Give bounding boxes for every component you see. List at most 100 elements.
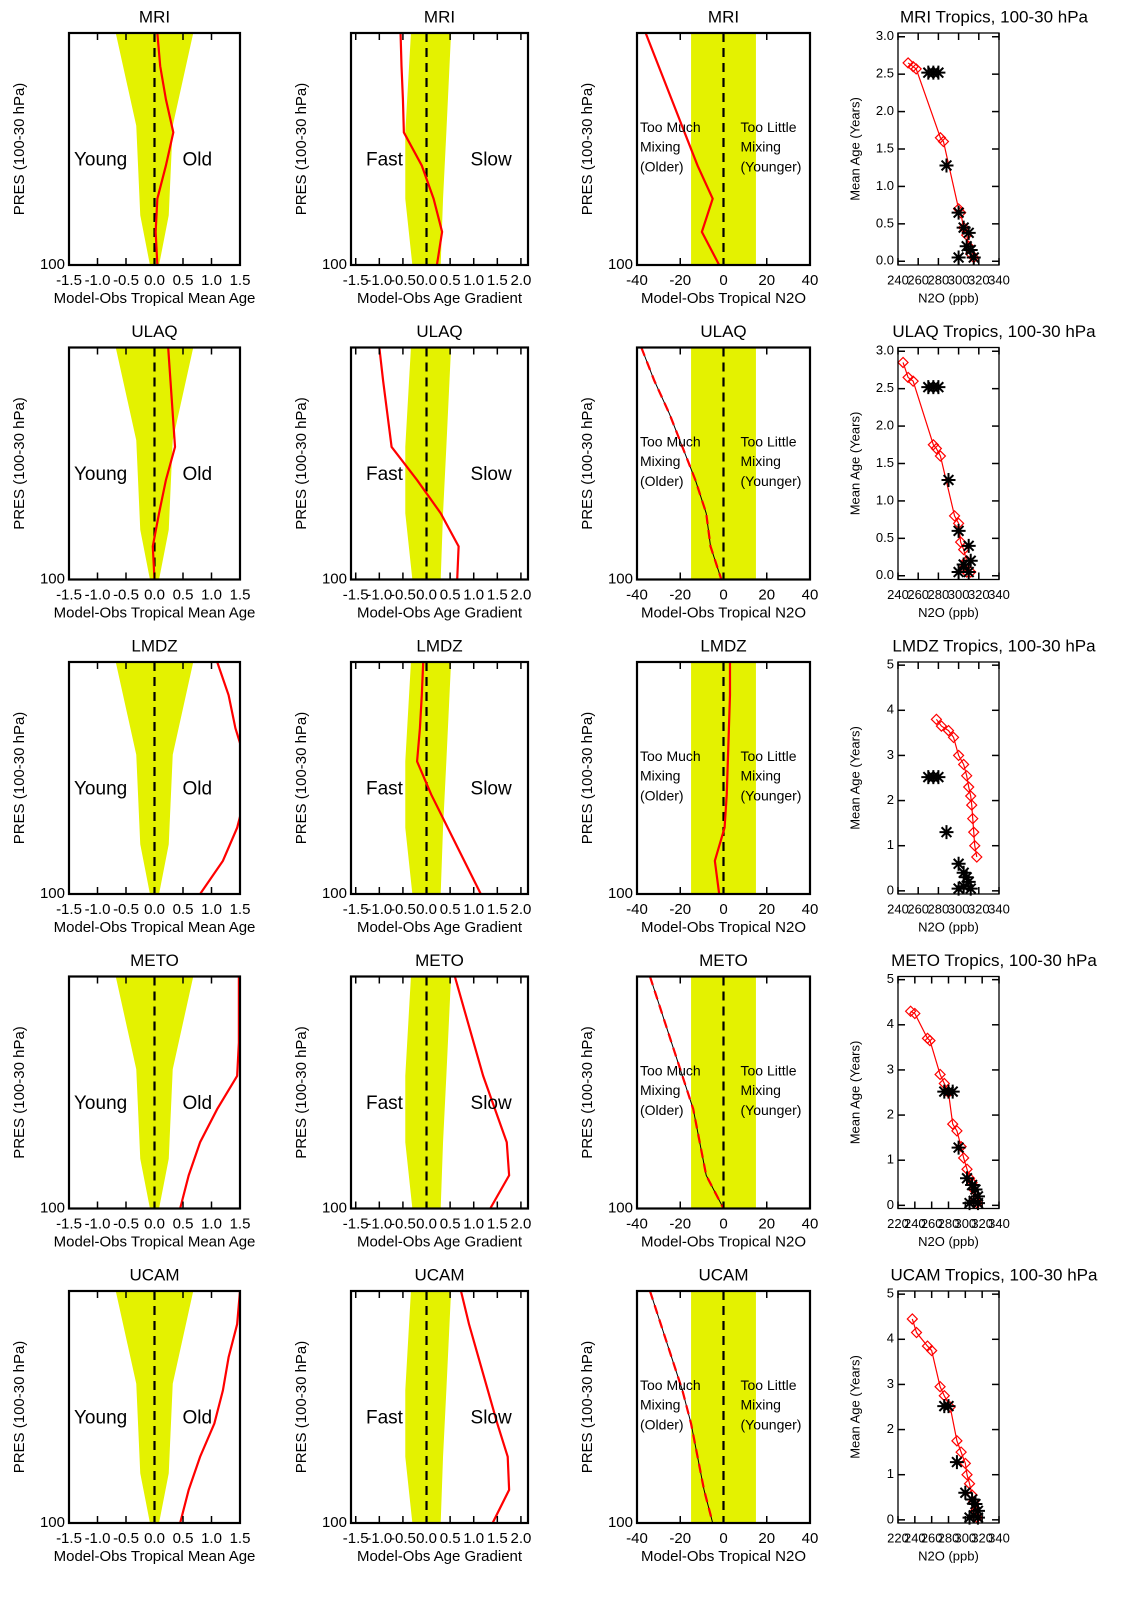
x-tick-label: 0	[719, 272, 727, 289]
panel: UCAM Tropics, 100-30 hPa N2O (ppb) Mean Ag…	[847, 1265, 1098, 1563]
asterisk-marker	[961, 538, 976, 553]
diamond-marker	[924, 1034, 936, 1047]
x-tick-label: -1.0	[366, 1215, 392, 1232]
annotation: (Younger)	[741, 1416, 802, 1432]
y-tick-label: 100	[322, 885, 347, 902]
plot-area	[378, 347, 460, 580]
panel-title: ULAQ	[416, 322, 462, 341]
annotation: Old	[183, 1408, 213, 1429]
plot-frame	[349, 346, 530, 581]
asterisk-marker	[961, 565, 976, 580]
annotation: (Younger)	[741, 158, 802, 174]
x-tick-label: -0.5	[390, 1530, 416, 1547]
x-axis-label: Model-Obs Age Gradient	[357, 919, 523, 936]
x-tick-label: 340	[988, 587, 1010, 602]
y-tick-label: 100	[322, 570, 347, 587]
panel: METO Model-Obs Age Gradient PRES (100-30 h…	[293, 951, 531, 1250]
panel-title: UCAM	[129, 1265, 179, 1284]
y-tick-label: 100	[608, 885, 633, 902]
panel-title: ULAQ	[700, 322, 746, 341]
x-tick-label: 2.0	[510, 272, 531, 289]
annotation: Too Little	[741, 119, 797, 135]
x-tick-label: 0	[719, 1530, 727, 1547]
diamond-marker	[946, 1118, 959, 1130]
y-tick-label: 2	[887, 1107, 894, 1122]
y-tick-label: 100	[608, 570, 633, 587]
plot-area	[115, 33, 194, 265]
y-tick-label: 0	[887, 1511, 894, 1526]
x-tick-label: 0.5	[440, 272, 461, 289]
x-tick-label: 0.0	[416, 586, 437, 603]
asterisk-marker	[951, 205, 966, 220]
asterisk-marker	[931, 380, 946, 395]
plot-frame	[67, 31, 242, 267]
x-axis-label: Model-Obs Tropical Mean Age	[54, 919, 256, 936]
x-tick-label: 1.0	[201, 1530, 222, 1547]
annotation: (Older)	[640, 158, 684, 174]
profile-line	[640, 347, 723, 580]
annotation: Fast	[366, 150, 404, 171]
diamond-marker	[951, 1125, 963, 1137]
x-tick-label: 1.0	[463, 586, 484, 603]
x-axis-label: Model-Obs Tropical N2O	[641, 1548, 806, 1565]
y-axis-label: Mean Age (Years)	[847, 726, 862, 830]
x-tick-label: 0.0	[144, 901, 165, 918]
x-tick-label: 340	[988, 272, 1010, 287]
x-tick-label: -20	[669, 901, 691, 918]
x-axis-label: Model-Obs Tropical Mean Age	[54, 290, 256, 307]
diamond-marker	[930, 442, 943, 455]
x-tick-label: 0.5	[440, 1215, 461, 1232]
y-tick-label: 100	[322, 1514, 347, 1531]
plot-frame	[349, 660, 530, 896]
x-tick-label: 0.5	[173, 901, 194, 918]
x-tick-label: 300	[948, 901, 970, 916]
x-tick-label: 0.0	[416, 901, 437, 918]
annotation: Slow	[471, 464, 512, 485]
plot-area	[935, 718, 978, 858]
x-tick-label: 0.5	[173, 1215, 194, 1232]
plot-area	[691, 662, 756, 894]
x-tick-label: 240	[887, 587, 909, 602]
y-tick-label: 5	[887, 1286, 894, 1301]
x-tick-label: -40	[626, 1215, 648, 1232]
x-axis-label: Model-Obs Age Gradient	[357, 1548, 523, 1565]
diamond-marker	[934, 450, 947, 462]
plot-area	[405, 662, 482, 894]
annotation: Fast	[366, 1093, 404, 1114]
x-axis-label: N2O (ppb)	[918, 290, 979, 305]
annotation: Mixing	[741, 139, 781, 155]
diamond-marker	[935, 720, 948, 732]
x-axis-label: Model-Obs Tropical Mean Age	[54, 1233, 256, 1250]
series-line	[935, 718, 978, 858]
x-tick-label: 1.5	[487, 1530, 508, 1547]
x-tick-label: 1.5	[230, 1215, 251, 1232]
panel: LMDZ Model-Obs Age Gradient PRES (100-30 h…	[293, 636, 531, 935]
x-tick-label: -1.5	[343, 1530, 369, 1547]
x-tick-label: 300	[948, 587, 970, 602]
annotation: Fast	[366, 1408, 404, 1429]
y-tick-label: 2	[887, 792, 894, 807]
y-tick-label: 100	[608, 1199, 633, 1216]
x-tick-label: -1.5	[56, 272, 82, 289]
y-tick-label: 2.5	[876, 380, 894, 395]
asterisk-marker	[951, 523, 966, 538]
panel-title: UCAM Tropics, 100-30 hPa	[891, 1265, 1098, 1284]
x-tick-label: 1.0	[463, 1215, 484, 1232]
x-tick-label: 260	[921, 1216, 943, 1231]
annotation: Too Little	[741, 748, 797, 764]
plot-frame	[635, 346, 812, 581]
diamond-marker	[902, 57, 914, 69]
diamond-marker	[965, 799, 978, 811]
y-axis-label: PRES (100-30 hPa)	[11, 83, 28, 216]
annotation: Too Much	[640, 748, 701, 764]
profile-line	[459, 1291, 511, 1523]
x-tick-label: -20	[669, 586, 691, 603]
y-tick-label: 0	[887, 1197, 894, 1212]
plot-frame	[349, 1289, 530, 1525]
profile-line	[179, 1291, 240, 1523]
panel-title: METO	[699, 951, 748, 970]
x-tick-label: 0.5	[440, 1530, 461, 1547]
x-tick-label: 240	[904, 1530, 926, 1545]
x-tick-label: -0.5	[113, 272, 139, 289]
